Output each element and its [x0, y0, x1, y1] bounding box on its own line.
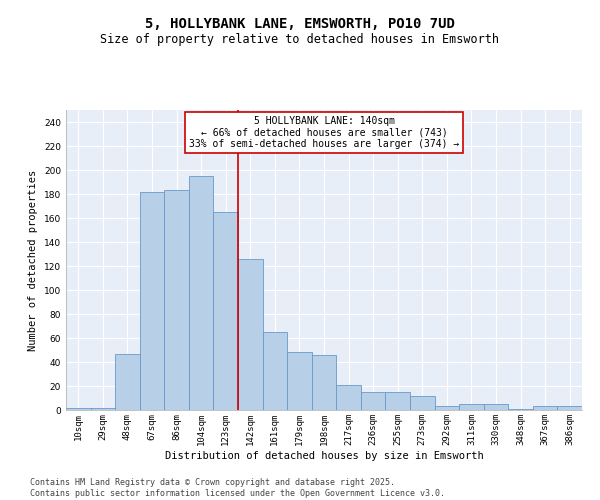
Bar [312, 355, 336, 410]
Bar [484, 404, 508, 410]
Bar [287, 352, 312, 410]
Bar [533, 406, 557, 410]
Text: 5, HOLLYBANK LANE, EMSWORTH, PO10 7UD: 5, HOLLYBANK LANE, EMSWORTH, PO10 7UD [145, 18, 455, 32]
Bar [459, 404, 484, 410]
Bar [336, 385, 361, 410]
Bar [164, 190, 189, 410]
Bar [189, 176, 214, 410]
Bar [385, 392, 410, 410]
Bar [361, 392, 385, 410]
Bar [91, 408, 115, 410]
Y-axis label: Number of detached properties: Number of detached properties [28, 170, 38, 350]
Bar [508, 409, 533, 410]
X-axis label: Distribution of detached houses by size in Emsworth: Distribution of detached houses by size … [164, 450, 484, 460]
Bar [434, 406, 459, 410]
Bar [214, 212, 238, 410]
Bar [66, 408, 91, 410]
Bar [140, 192, 164, 410]
Text: Contains HM Land Registry data © Crown copyright and database right 2025.
Contai: Contains HM Land Registry data © Crown c… [30, 478, 445, 498]
Bar [263, 332, 287, 410]
Bar [238, 259, 263, 410]
Bar [557, 406, 582, 410]
Bar [410, 396, 434, 410]
Text: Size of property relative to detached houses in Emsworth: Size of property relative to detached ho… [101, 32, 499, 46]
Text: 5 HOLLYBANK LANE: 140sqm
← 66% of detached houses are smaller (743)
33% of semi-: 5 HOLLYBANK LANE: 140sqm ← 66% of detach… [189, 116, 459, 149]
Bar [115, 354, 140, 410]
